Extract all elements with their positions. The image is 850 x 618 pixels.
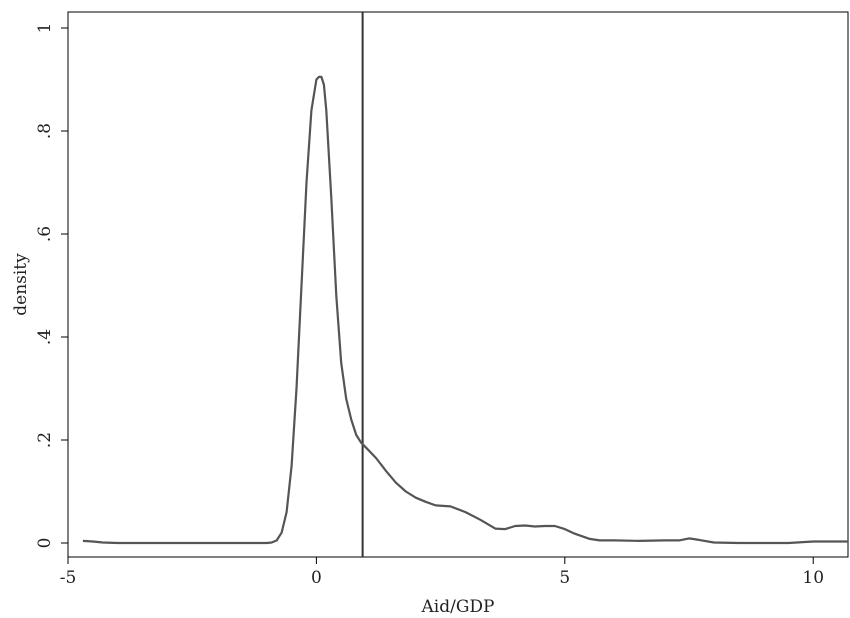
y-tick-label: 1 [35,23,55,34]
x-tick-label: 5 [559,568,570,588]
y-tick-label: .2 [35,432,55,448]
y-tick-label: .6 [35,226,55,242]
y-tick-label: 0 [35,538,55,549]
x-tick-label: 10 [802,568,824,588]
y-axis: 0 .2 .4 .6 .8 1 [35,23,68,549]
y-tick-label: .8 [35,123,55,139]
x-axis: -5 0 5 10 [60,557,824,588]
x-tick-label: -5 [60,568,77,588]
x-tick-label: 0 [311,568,322,588]
x-axis-title: Aid/GDP [421,597,495,617]
y-axis-title: density [11,253,31,316]
plot-area-frame [67,11,849,558]
y-tick-label: .4 [35,329,55,345]
density-curve [82,75,848,545]
